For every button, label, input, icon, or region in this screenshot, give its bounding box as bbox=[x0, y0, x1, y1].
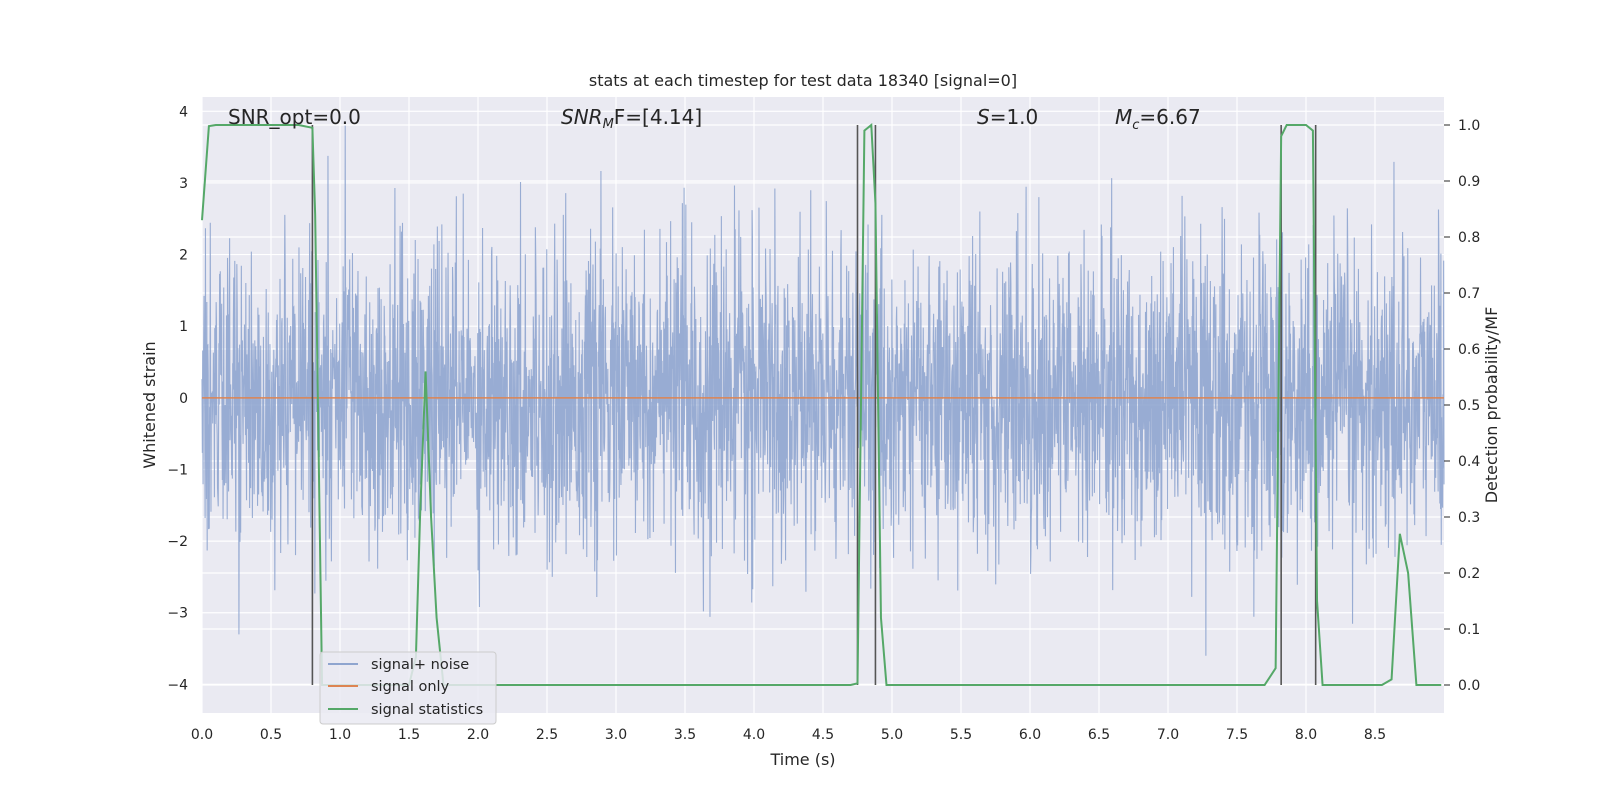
x-tick-label: 0.0 bbox=[191, 727, 213, 743]
x-tick-label: 4.0 bbox=[743, 727, 765, 743]
y-tick-label: 2 bbox=[179, 248, 188, 264]
y2-tick-label: 0.0 bbox=[1458, 678, 1480, 694]
y2-tick-label: 0.9 bbox=[1458, 174, 1480, 190]
y2-tick-label: 0.4 bbox=[1458, 454, 1480, 470]
annotation-snr-mf: SNRMF=[4.14] bbox=[561, 105, 702, 132]
annotation-snr-opt: SNR_opt=0.0 bbox=[228, 105, 361, 129]
y-tick-label: 0 bbox=[179, 391, 188, 407]
x-tick-label: 2.0 bbox=[467, 727, 489, 743]
y-tick-label: −4 bbox=[167, 677, 188, 693]
annotation-mc: Mc=6.67 bbox=[1115, 105, 1201, 133]
x-tick-label: 1.5 bbox=[398, 727, 420, 743]
x-tick-label: 1.0 bbox=[329, 727, 351, 743]
y2-tick-label: 0.1 bbox=[1458, 622, 1480, 638]
annotation-s: S=1.0 bbox=[977, 105, 1038, 129]
x-tick-label: 3.0 bbox=[605, 727, 627, 743]
chart-title: stats at each timestep for test data 183… bbox=[589, 71, 1017, 90]
y-tick-label: −2 bbox=[167, 534, 188, 550]
y2-tick-label: 0.7 bbox=[1458, 286, 1480, 302]
x-tick-label: 6.0 bbox=[1019, 727, 1041, 743]
y2-tick-label: 0.3 bbox=[1458, 510, 1480, 526]
y-axis-label: Whitened strain bbox=[140, 341, 159, 468]
series-signal-plus-noise bbox=[201, 125, 1445, 656]
y2-tick-label: 0.5 bbox=[1458, 398, 1480, 414]
x-tick-label: 8.0 bbox=[1295, 727, 1317, 743]
x-tick-label: 2.5 bbox=[536, 727, 558, 743]
y-tick-label: −3 bbox=[167, 606, 188, 622]
x-tick-label: 5.5 bbox=[950, 727, 972, 743]
y2-tick-label: 1.0 bbox=[1458, 118, 1480, 134]
x-tick-label: 3.5 bbox=[674, 727, 696, 743]
x-axis-label: Time (s) bbox=[769, 750, 835, 769]
x-tick-label: 7.5 bbox=[1226, 727, 1248, 743]
y2-axis-label: Detection probability/MF bbox=[1482, 307, 1501, 504]
legend-label-signal-only: signal only bbox=[371, 679, 450, 695]
x-tick-label: 0.5 bbox=[260, 727, 282, 743]
y-tick-label: 3 bbox=[179, 176, 188, 192]
x-tick-label: 8.5 bbox=[1364, 727, 1386, 743]
x-tick-label: 4.5 bbox=[812, 727, 834, 743]
y-tick-label: −1 bbox=[167, 462, 188, 478]
y-tick-label: 1 bbox=[179, 319, 188, 335]
legend-label-signal-plus-noise: signal+ noise bbox=[371, 657, 469, 673]
x-tick-label: 5.0 bbox=[881, 727, 903, 743]
x-tick-label: 6.5 bbox=[1088, 727, 1110, 743]
x-tick-label: 7.0 bbox=[1157, 727, 1179, 743]
y2-tick-label: 0.6 bbox=[1458, 342, 1480, 358]
y-tick-label: 4 bbox=[179, 104, 188, 120]
y2-tick-label: 0.8 bbox=[1458, 230, 1480, 246]
y2-tick-label: 0.2 bbox=[1458, 566, 1480, 582]
legend: signal+ noise signal only signal statist… bbox=[319, 651, 497, 725]
legend-label-signal-statistics: signal statistics bbox=[371, 702, 483, 718]
